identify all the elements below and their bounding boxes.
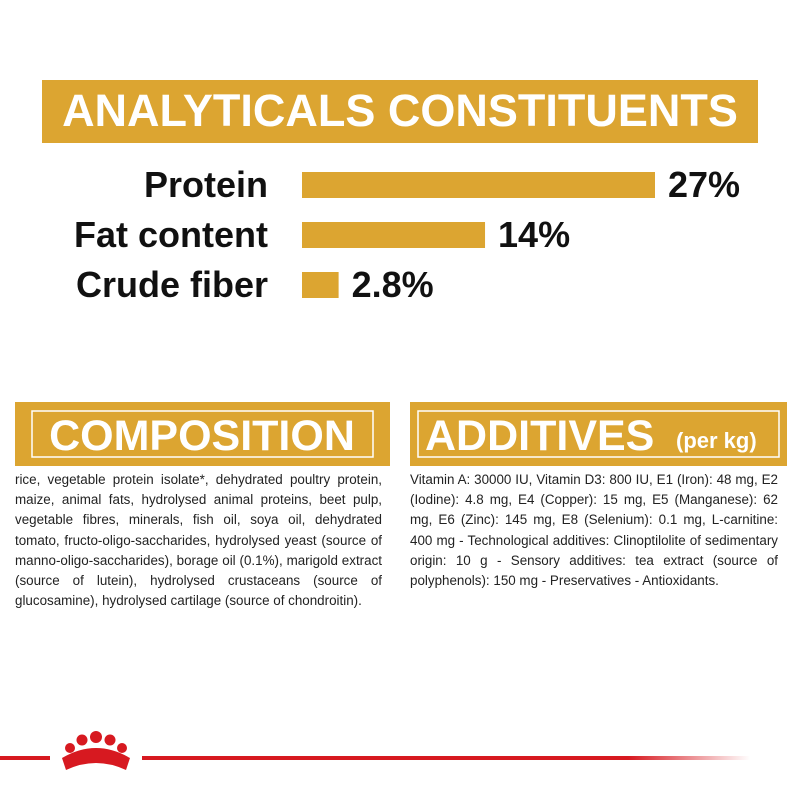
composition-title: COMPOSITION [49, 412, 355, 460]
additives-subtitle: (per kg) [676, 428, 757, 453]
footer-line [0, 756, 50, 760]
chart-title: ANALYTICALS CONSTITUENTS [62, 85, 738, 136]
bar [302, 272, 339, 298]
footer-line [142, 756, 750, 760]
category-label: Crude fiber [76, 264, 268, 305]
frame [417, 410, 780, 458]
category-label: Protein [144, 164, 268, 205]
bar [302, 222, 486, 248]
value-label: 14% [498, 214, 570, 255]
composition-text: rice, vegetable protein isolate*, dehydr… [15, 472, 382, 609]
additives-text: Vitamin A: 30000 IU, Vitamin D3: 800 IU,… [410, 472, 778, 589]
additives-band [410, 402, 787, 466]
frame [31, 410, 374, 458]
title-band [42, 80, 758, 143]
value-label: 27% [668, 164, 740, 205]
composition-band [15, 402, 390, 466]
additives-title: ADDITIVES [425, 412, 654, 460]
bar [302, 172, 655, 198]
value-label: 2.8% [352, 264, 434, 305]
category-label: Fat content [74, 214, 268, 255]
crown-logo [62, 731, 130, 770]
